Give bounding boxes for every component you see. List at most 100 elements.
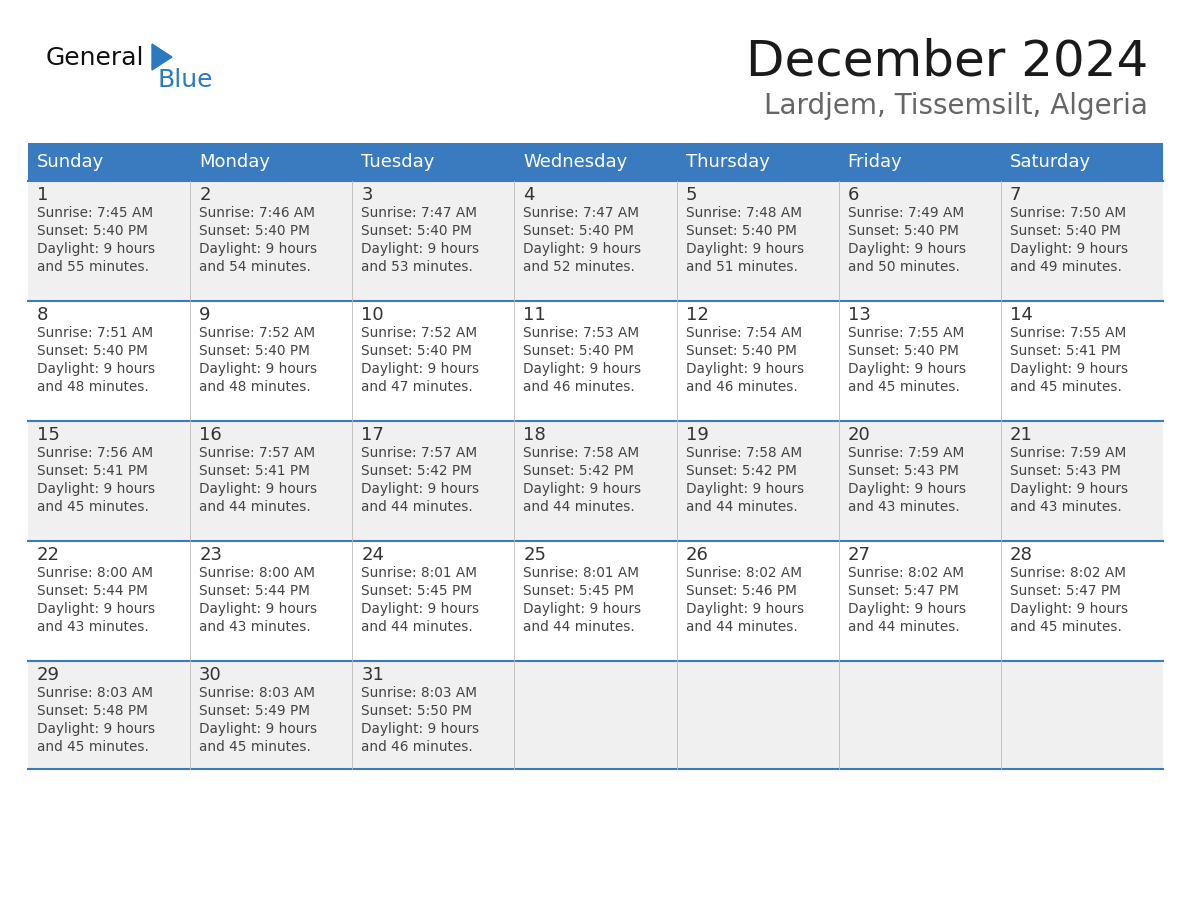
Text: Sunset: 5:40 PM: Sunset: 5:40 PM	[685, 224, 796, 238]
Text: Sunrise: 7:57 AM: Sunrise: 7:57 AM	[361, 446, 478, 460]
Text: Tuesday: Tuesday	[361, 153, 435, 171]
Text: 8: 8	[37, 306, 49, 324]
Text: 15: 15	[37, 426, 59, 444]
Text: 29: 29	[37, 666, 61, 684]
Text: and 44 minutes.: and 44 minutes.	[200, 500, 311, 514]
Text: Sunrise: 7:45 AM: Sunrise: 7:45 AM	[37, 206, 153, 220]
Text: Sunset: 5:47 PM: Sunset: 5:47 PM	[1010, 584, 1120, 598]
Text: Sunrise: 8:00 AM: Sunrise: 8:00 AM	[37, 566, 153, 580]
Text: Daylight: 9 hours: Daylight: 9 hours	[685, 602, 804, 616]
Text: Sunrise: 7:56 AM: Sunrise: 7:56 AM	[37, 446, 153, 460]
Text: Daylight: 9 hours: Daylight: 9 hours	[200, 242, 317, 256]
Text: 13: 13	[848, 306, 871, 324]
Text: 25: 25	[524, 546, 546, 564]
Text: and 45 minutes.: and 45 minutes.	[848, 380, 960, 394]
Text: Daylight: 9 hours: Daylight: 9 hours	[524, 602, 642, 616]
Text: Sunset: 5:40 PM: Sunset: 5:40 PM	[37, 224, 147, 238]
Text: and 50 minutes.: and 50 minutes.	[848, 260, 960, 274]
Text: 23: 23	[200, 546, 222, 564]
Text: Sunset: 5:42 PM: Sunset: 5:42 PM	[524, 464, 634, 478]
Bar	[29, 661, 1163, 769]
Text: Daylight: 9 hours: Daylight: 9 hours	[685, 482, 804, 496]
Text: 28: 28	[1010, 546, 1032, 564]
Text: Sunset: 5:40 PM: Sunset: 5:40 PM	[200, 224, 310, 238]
Text: and 46 minutes.: and 46 minutes.	[685, 380, 797, 394]
Text: Daylight: 9 hours: Daylight: 9 hours	[524, 242, 642, 256]
Text: Daylight: 9 hours: Daylight: 9 hours	[524, 482, 642, 496]
Text: Sunset: 5:43 PM: Sunset: 5:43 PM	[1010, 464, 1120, 478]
Text: Sunset: 5:43 PM: Sunset: 5:43 PM	[848, 464, 959, 478]
Text: Sunrise: 8:02 AM: Sunrise: 8:02 AM	[848, 566, 963, 580]
Text: and 44 minutes.: and 44 minutes.	[524, 500, 636, 514]
Polygon shape	[152, 44, 172, 70]
Text: and 48 minutes.: and 48 minutes.	[200, 380, 311, 394]
Text: Sunrise: 7:51 AM: Sunrise: 7:51 AM	[37, 326, 153, 340]
Text: Sunrise: 8:02 AM: Sunrise: 8:02 AM	[1010, 566, 1126, 580]
Text: Sunset: 5:50 PM: Sunset: 5:50 PM	[361, 704, 473, 718]
Text: Sunrise: 7:46 AM: Sunrise: 7:46 AM	[200, 206, 315, 220]
Text: and 45 minutes.: and 45 minutes.	[1010, 620, 1121, 634]
Text: and 45 minutes.: and 45 minutes.	[37, 740, 148, 754]
Text: Daylight: 9 hours: Daylight: 9 hours	[361, 722, 480, 736]
Text: 20: 20	[848, 426, 871, 444]
Text: Sunrise: 7:47 AM: Sunrise: 7:47 AM	[524, 206, 639, 220]
Text: Sunset: 5:40 PM: Sunset: 5:40 PM	[361, 344, 472, 358]
Text: Sunset: 5:40 PM: Sunset: 5:40 PM	[685, 344, 796, 358]
Text: and 43 minutes.: and 43 minutes.	[848, 500, 960, 514]
Text: 12: 12	[685, 306, 708, 324]
Text: Daylight: 9 hours: Daylight: 9 hours	[37, 722, 156, 736]
Text: 6: 6	[848, 186, 859, 204]
Text: and 43 minutes.: and 43 minutes.	[1010, 500, 1121, 514]
Text: and 49 minutes.: and 49 minutes.	[1010, 260, 1121, 274]
Text: Saturday: Saturday	[1010, 153, 1091, 171]
Text: and 51 minutes.: and 51 minutes.	[685, 260, 797, 274]
Text: Daylight: 9 hours: Daylight: 9 hours	[848, 602, 966, 616]
Text: Sunrise: 7:48 AM: Sunrise: 7:48 AM	[685, 206, 802, 220]
Text: Sunset: 5:40 PM: Sunset: 5:40 PM	[524, 344, 634, 358]
Text: Daylight: 9 hours: Daylight: 9 hours	[361, 242, 480, 256]
Text: Daylight: 9 hours: Daylight: 9 hours	[200, 722, 317, 736]
Text: 3: 3	[361, 186, 373, 204]
Text: Blue: Blue	[157, 68, 213, 92]
Text: 1: 1	[37, 186, 49, 204]
Text: Sunrise: 7:50 AM: Sunrise: 7:50 AM	[1010, 206, 1126, 220]
Text: 17: 17	[361, 426, 384, 444]
Text: and 44 minutes.: and 44 minutes.	[524, 620, 636, 634]
Text: Sunset: 5:40 PM: Sunset: 5:40 PM	[848, 344, 959, 358]
Text: Daylight: 9 hours: Daylight: 9 hours	[361, 602, 480, 616]
Text: 21: 21	[1010, 426, 1032, 444]
Text: Daylight: 9 hours: Daylight: 9 hours	[848, 242, 966, 256]
Text: Daylight: 9 hours: Daylight: 9 hours	[685, 242, 804, 256]
Text: 30: 30	[200, 666, 222, 684]
Text: Sunrise: 8:03 AM: Sunrise: 8:03 AM	[37, 686, 153, 700]
Text: and 44 minutes.: and 44 minutes.	[685, 500, 797, 514]
Text: Sunset: 5:40 PM: Sunset: 5:40 PM	[524, 224, 634, 238]
Text: Daylight: 9 hours: Daylight: 9 hours	[200, 362, 317, 376]
Text: Sunrise: 8:02 AM: Sunrise: 8:02 AM	[685, 566, 802, 580]
Text: and 44 minutes.: and 44 minutes.	[848, 620, 960, 634]
Text: 11: 11	[524, 306, 546, 324]
Text: 5: 5	[685, 186, 697, 204]
Text: 27: 27	[848, 546, 871, 564]
Text: Sunset: 5:40 PM: Sunset: 5:40 PM	[200, 344, 310, 358]
Text: and 46 minutes.: and 46 minutes.	[524, 380, 636, 394]
Text: 9: 9	[200, 306, 210, 324]
Text: Wednesday: Wednesday	[524, 153, 627, 171]
Text: Daylight: 9 hours: Daylight: 9 hours	[37, 242, 156, 256]
Text: Daylight: 9 hours: Daylight: 9 hours	[37, 482, 156, 496]
Text: Daylight: 9 hours: Daylight: 9 hours	[524, 362, 642, 376]
Text: 14: 14	[1010, 306, 1032, 324]
Text: Daylight: 9 hours: Daylight: 9 hours	[37, 362, 156, 376]
Text: Sunset: 5:42 PM: Sunset: 5:42 PM	[361, 464, 472, 478]
Text: Sunset: 5:40 PM: Sunset: 5:40 PM	[1010, 224, 1120, 238]
Text: Thursday: Thursday	[685, 153, 770, 171]
Text: 18: 18	[524, 426, 546, 444]
Text: and 45 minutes.: and 45 minutes.	[1010, 380, 1121, 394]
Text: Sunrise: 7:52 AM: Sunrise: 7:52 AM	[361, 326, 478, 340]
Text: Sunset: 5:47 PM: Sunset: 5:47 PM	[848, 584, 959, 598]
Text: Sunset: 5:44 PM: Sunset: 5:44 PM	[200, 584, 310, 598]
Text: and 45 minutes.: and 45 minutes.	[37, 500, 148, 514]
Text: 31: 31	[361, 666, 384, 684]
Text: and 53 minutes.: and 53 minutes.	[361, 260, 473, 274]
Text: Sunset: 5:41 PM: Sunset: 5:41 PM	[37, 464, 147, 478]
